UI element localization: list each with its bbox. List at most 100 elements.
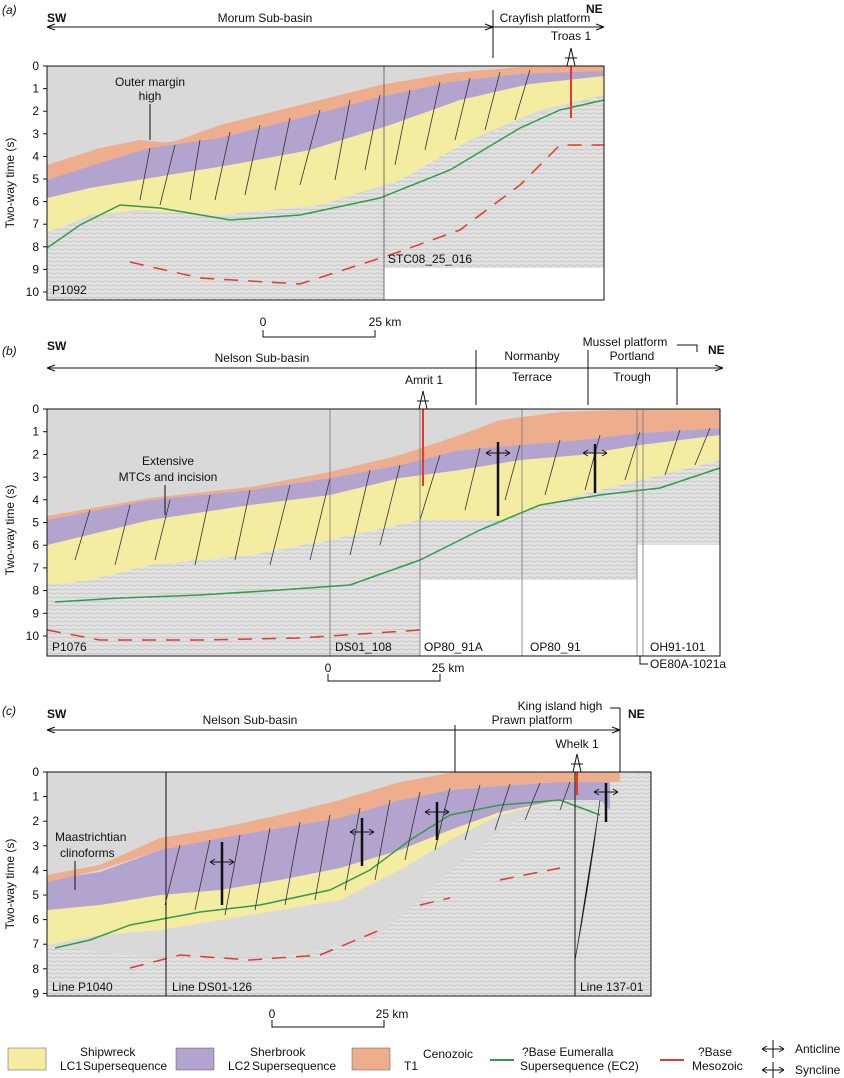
panel-a-tick-label: 1 <box>32 82 39 96</box>
panel-a-annotation-line2: high <box>139 89 162 103</box>
panel-a-annotation-line1: Outer margin <box>115 75 185 89</box>
panel-b-sherbrook <box>47 428 720 545</box>
legend-sherbrook-desc: Supersequence <box>252 1059 336 1073</box>
panel-b-tick-label: 2 <box>32 447 39 461</box>
region-bar-crayfish-arrow <box>595 23 605 31</box>
legend-shipwreck-desc: Supersequence <box>83 1059 167 1073</box>
anticline-icon-c1 <box>209 858 235 866</box>
panel-b-line-label-6-leader <box>639 656 648 665</box>
panel-b-tick-label: 0 <box>32 402 39 416</box>
panel-b-tick-label: 3 <box>32 470 39 484</box>
panel-b-line-ties <box>329 409 644 656</box>
panel-a-scale-bar <box>262 330 376 338</box>
panel-b-mesozoic-line <box>46 629 421 641</box>
panel-c-sw-label: SW <box>47 707 67 721</box>
panel-c-sherbrook <box>47 782 610 910</box>
panel-c-line-label-3: Line 137-01 <box>580 980 644 994</box>
panel-c-tick-label: 8 <box>32 962 39 976</box>
panel-a-faults <box>139 69 531 206</box>
panel-b-nodata-1 <box>420 580 637 656</box>
panel-a: (a) SW NE Morum Sub-basin Crayfish platf… <box>2 2 605 338</box>
panel-b-tick-label: 6 <box>32 538 39 552</box>
panel-b-tick-label: 4 <box>32 493 39 507</box>
legend-shipwreck-code: LC1 <box>60 1059 82 1073</box>
panel-a-line-label-2: STC08_25_016 <box>388 252 472 266</box>
panel-b-tick-label: 1 <box>32 425 39 439</box>
legend-anticline: Anticline <box>795 1042 841 1056</box>
well-icon-b <box>417 390 429 410</box>
panel-b-scale-start: 0 <box>325 661 332 675</box>
panel-c-tick-label: 6 <box>32 913 39 927</box>
panel-a-y-axis-label: Two-way time (s) <box>3 138 17 229</box>
panel-b-faults <box>74 427 711 566</box>
region-label-nelson-c: Nelson Sub-basin <box>203 713 298 727</box>
panel-b-well-label: Amrit 1 <box>405 373 443 387</box>
well-icon-a <box>565 47 577 67</box>
panel-a-shipwreck <box>47 74 604 232</box>
region-label-king-island: King island high <box>518 699 603 713</box>
region-label-terrace: Terrace <box>512 370 552 384</box>
panel-c-tick-label: 9 <box>32 986 39 1000</box>
legend-swatch-sherbrook <box>175 1047 215 1071</box>
panel-c-annotation-line1: Maastrichtian <box>55 830 126 844</box>
panel-c-line-label-1: Line P1040 <box>52 980 113 994</box>
panel-a-tick-label: 6 <box>32 195 39 209</box>
panel-a-line-label-1: P1092 <box>52 283 87 297</box>
panel-c-frame <box>46 771 652 997</box>
anticline-icon-c2 <box>349 828 375 836</box>
panel-b-sw-label: SW <box>47 339 67 353</box>
panel-b-y-axis-label: Two-way time (s) <box>3 485 17 576</box>
region-bar-c-arrows <box>46 726 621 734</box>
panel-b-scale-end: 25 km <box>432 661 465 675</box>
panel-c-annotation-line2: clinoforms <box>60 846 115 860</box>
panel-b-cenozoic <box>47 409 720 520</box>
legend-shipwreck-name: Shipwreck <box>80 1045 136 1059</box>
panel-a-well-label: Troas 1 <box>551 29 592 43</box>
panel-b-shipwreck <box>47 435 720 585</box>
panel-c: (c) SW NE Nelson Sub-basin Prawn platfor… <box>2 699 652 1028</box>
panel-a-sw-label: SW <box>47 11 67 25</box>
region-label-crayfish: Crayfish platform <box>500 11 591 25</box>
panel-a-tick-label: 3 <box>32 127 39 141</box>
panel-c-tag: (c) <box>2 704 16 718</box>
legend-cenozoic-desc: Cenozoic <box>423 1047 473 1061</box>
panel-c-well-label: Whelk 1 <box>555 737 599 751</box>
panel-a-tag: (a) <box>2 3 17 17</box>
panel-a-eumeralla-line <box>46 99 605 249</box>
panel-b-annotation-line2: MTCs and incision <box>119 470 218 484</box>
panel-c-line-label-2: Line DS01-126 <box>172 980 252 994</box>
legend-swatch-cenozoic <box>351 1047 391 1071</box>
anticline-icon-b1 <box>485 449 511 457</box>
well-icon-c <box>571 753 583 773</box>
anticline-icon-c3 <box>424 808 450 816</box>
panel-a-tick-label: 8 <box>32 240 39 254</box>
panel-c-scale-bar <box>271 1020 385 1028</box>
legend-mesozoic-line1: ?Base <box>698 1045 732 1059</box>
panel-a-mesozoic-line <box>129 144 604 285</box>
anticline-icon-legend <box>761 1040 785 1058</box>
panel-c-eumeralla-line <box>54 799 601 949</box>
region-label-mussel: Mussel platform <box>583 335 668 349</box>
panel-b: (b) SW NE Nelson Sub-basin Normanby Terr… <box>2 335 726 682</box>
region-label-prawn: Prawn platform <box>492 713 573 727</box>
panel-a-ne-label: NE <box>586 2 603 16</box>
panel-c-y-axis-label: Two-way time (s) <box>3 839 17 930</box>
anticline-icon-b2 <box>582 449 608 457</box>
panel-c-mesozoic-line <box>129 867 561 969</box>
panel-a-ticks: 0 1 2 3 4 5 6 7 8 9 10 <box>26 59 47 299</box>
panel-b-tick-label: 5 <box>32 516 39 530</box>
panel-c-tick-label: 0 <box>32 765 39 779</box>
legend-syncline: Syncline <box>795 1063 841 1077</box>
legend-eumeralla-line1: ?Base Eumeralla <box>522 1045 614 1059</box>
panel-a-tick-label: 7 <box>32 217 39 231</box>
panel-a-tick-label: 10 <box>26 285 40 299</box>
legend-sherbrook-code: LC2 <box>228 1059 250 1073</box>
region-label-normanby: Normanby <box>504 349 559 363</box>
panel-a-nodata <box>384 268 604 300</box>
panel-b-line-label-2: DS01_108 <box>335 640 392 654</box>
legend-cenozoic-code: T1 <box>404 1059 418 1073</box>
panel-c-basement <box>47 772 651 996</box>
panel-a-sherbrook <box>47 70 604 198</box>
panel-b-scale-bar <box>327 674 441 682</box>
panel-c-scale-end: 25 km <box>376 1007 409 1021</box>
